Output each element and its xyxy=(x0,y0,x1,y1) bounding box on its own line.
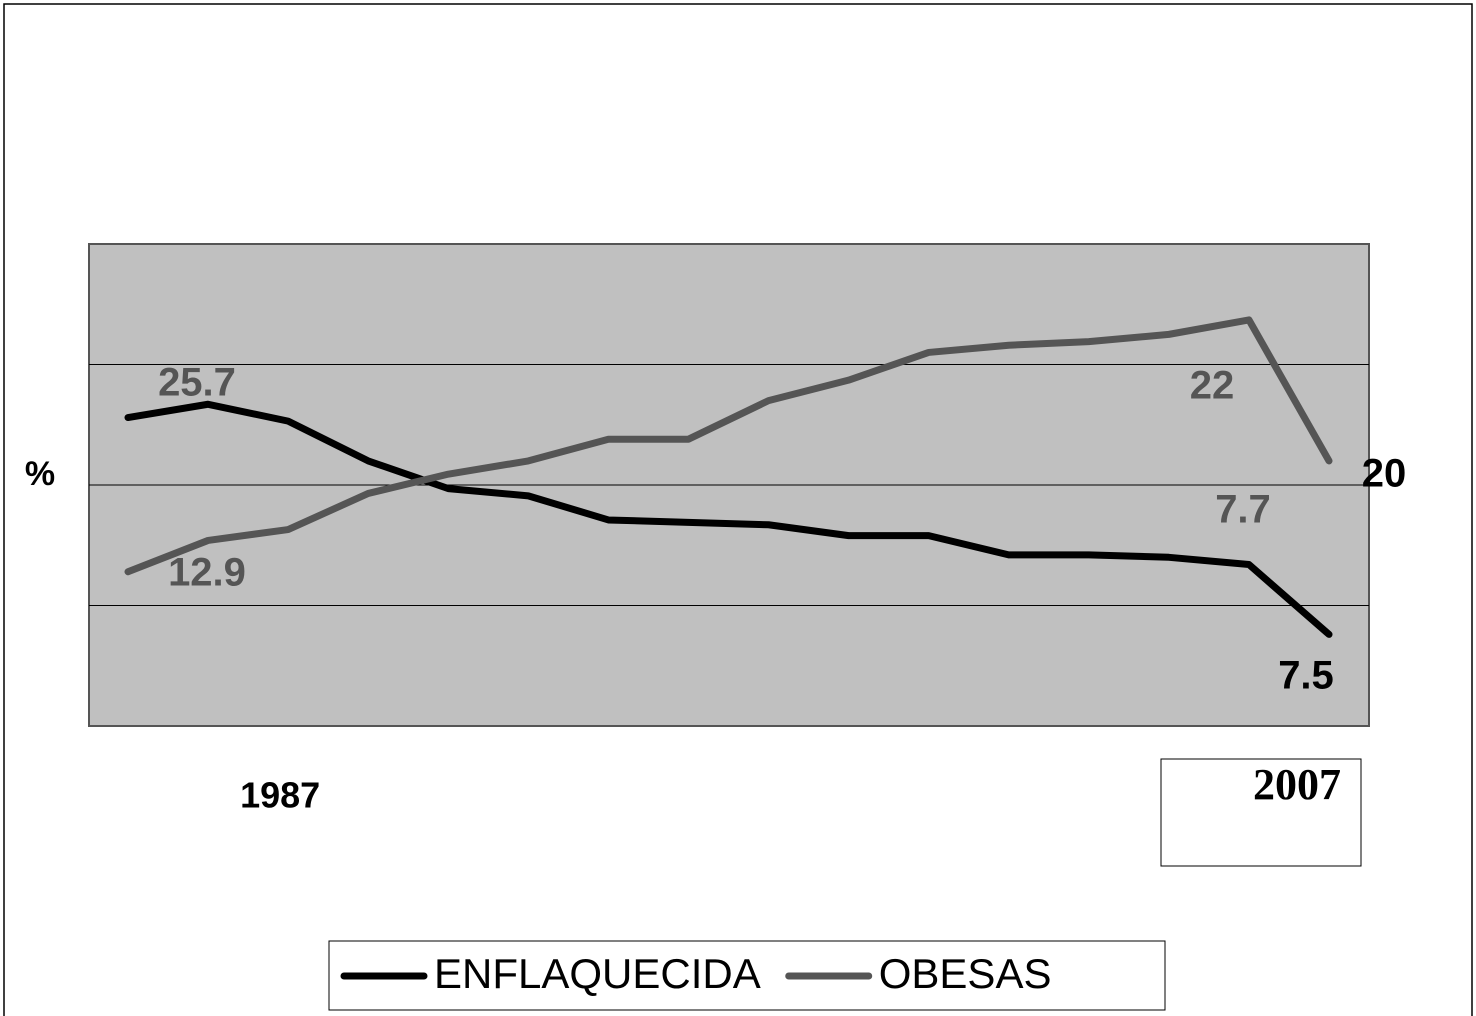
x-tick-label: 2007 xyxy=(1253,760,1341,809)
series-line xyxy=(124,316,1333,576)
annotation: 7.5 xyxy=(1278,654,1334,698)
series-line xyxy=(124,400,1333,638)
label-box xyxy=(1160,758,1362,867)
annotation: 25.7 xyxy=(158,361,236,405)
annotation: 12.9 xyxy=(168,551,246,595)
legend-box xyxy=(328,940,1166,1011)
annotation: 22 xyxy=(1190,364,1235,408)
annotation: 20 xyxy=(1362,452,1407,496)
x-tick-label: 1987 xyxy=(240,775,320,816)
y-axis-label: % xyxy=(25,455,55,493)
legend-label: OBESAS xyxy=(879,950,1052,997)
legend-label: ENFLAQUECIDA xyxy=(434,950,761,997)
annotation: 7.7 xyxy=(1215,488,1271,532)
